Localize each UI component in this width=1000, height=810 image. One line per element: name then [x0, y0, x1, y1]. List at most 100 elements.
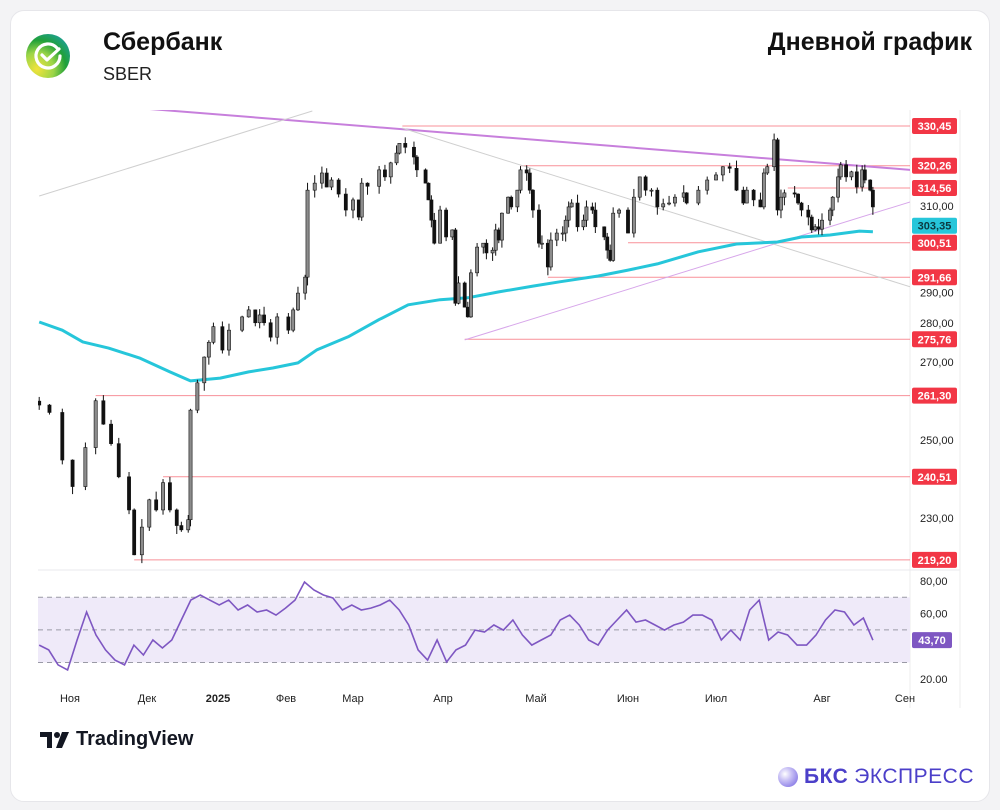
candle	[147, 498, 152, 531]
candle-body	[426, 182, 431, 201]
time-tick-label: Дек	[138, 693, 157, 705]
candle-body	[423, 169, 428, 184]
price-tick-label: 230,00	[920, 513, 954, 525]
price-tick-label: 290,00	[920, 287, 954, 299]
candle-body	[240, 316, 245, 331]
candle	[450, 229, 455, 241]
candle-body	[661, 203, 666, 208]
candle-body	[758, 199, 763, 208]
candle	[426, 182, 431, 201]
time-tick-label: Июл	[705, 693, 727, 705]
candle	[626, 207, 630, 234]
candle	[116, 437, 121, 479]
candle	[870, 186, 875, 215]
candle	[758, 192, 763, 208]
candle-body	[47, 404, 52, 413]
candle	[246, 306, 251, 318]
candle	[388, 161, 393, 184]
candle	[429, 195, 434, 228]
level-label: 320,26	[912, 157, 957, 174]
candle	[602, 226, 607, 241]
candle	[631, 188, 636, 238]
candle-body	[554, 232, 559, 241]
time-tick-label: Сен	[895, 693, 915, 705]
candle	[524, 165, 529, 181]
candle	[60, 408, 65, 465]
candle-body	[509, 196, 514, 208]
candle-body	[765, 166, 770, 174]
candle-body	[643, 176, 648, 191]
candle-body	[296, 292, 300, 311]
candle	[456, 276, 461, 305]
time-axis: Ноя Дек 2025 Фев Мар Апр Май Июн Июл Авг Сен	[60, 693, 915, 705]
candle	[548, 232, 553, 271]
candle-body	[775, 139, 780, 211]
candle	[854, 164, 859, 194]
candle-body	[412, 146, 416, 158]
candle-body	[816, 226, 821, 230]
candle-body	[696, 189, 701, 204]
candle	[509, 195, 514, 210]
candle-body	[206, 341, 211, 358]
candle-body	[626, 209, 630, 234]
level-label-bg	[912, 118, 957, 134]
candle	[132, 508, 137, 556]
candle-body	[154, 499, 159, 511]
candle-body	[168, 482, 172, 511]
candle-body	[291, 309, 296, 331]
time-tick-label: Авг	[813, 693, 830, 705]
candle-body	[581, 219, 586, 228]
candle	[575, 194, 580, 232]
candle-body	[388, 162, 393, 178]
candle	[206, 340, 211, 365]
ma-value-label-text: 303,35	[918, 221, 952, 233]
candle	[377, 165, 382, 194]
candle	[518, 166, 523, 194]
candle-body	[496, 229, 501, 241]
time-tick-label: Фев	[276, 693, 296, 705]
level-label-bg	[912, 331, 957, 348]
time-tick-label: 2025	[206, 693, 230, 705]
candle	[806, 204, 811, 226]
candle	[438, 205, 442, 244]
candle	[481, 242, 486, 254]
rsi-tick-label: 80,00	[920, 576, 948, 588]
candle-body	[246, 309, 251, 318]
candle-body	[868, 179, 873, 191]
candle-body	[530, 189, 535, 211]
candle	[593, 202, 598, 234]
candle	[828, 207, 832, 226]
candle	[188, 408, 193, 527]
candle	[782, 189, 787, 206]
rsi-value-label-text: 43,70	[918, 635, 946, 647]
candle	[211, 322, 216, 345]
candle-body	[220, 326, 225, 351]
candle-body	[359, 182, 364, 218]
candle	[468, 269, 473, 318]
candle	[268, 318, 273, 342]
candle-body	[305, 189, 310, 278]
candle	[643, 175, 648, 196]
candle-body	[397, 143, 402, 154]
candle-body	[227, 329, 231, 351]
rsi-pane: 80,00 60,00 20.00 43,70	[38, 576, 952, 686]
candle	[649, 188, 654, 197]
candle-body	[506, 196, 511, 214]
express-text: ЭКСПРЕСС	[854, 765, 974, 788]
tradingview-text: TradingView	[76, 728, 194, 750]
candle	[70, 459, 75, 495]
candle	[195, 379, 200, 414]
candle	[412, 141, 416, 165]
level-label-text: 314,56	[918, 183, 952, 195]
level-label-bg	[912, 551, 957, 568]
candle-body	[312, 182, 317, 191]
candle-body	[655, 189, 660, 208]
candle-body	[147, 499, 152, 528]
candle	[581, 214, 586, 231]
candle-body	[584, 206, 589, 221]
candle-body	[836, 176, 840, 198]
candle	[655, 187, 660, 215]
candle	[47, 404, 52, 415]
candle	[465, 301, 470, 318]
candle-body	[605, 236, 610, 251]
